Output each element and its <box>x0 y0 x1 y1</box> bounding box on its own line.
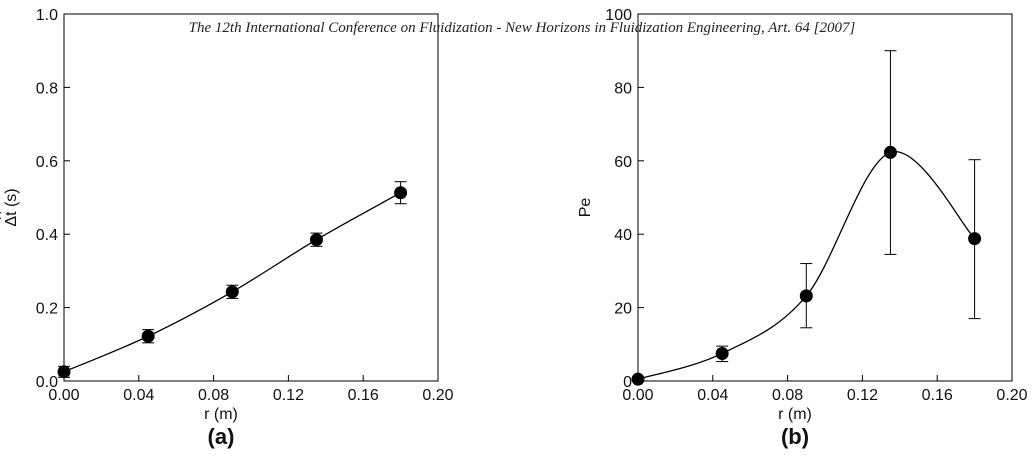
chart0-x-axis-label: r (m) <box>204 406 238 423</box>
chart1-y-axis-label: Pe <box>577 198 594 218</box>
chart0-ytick-label: 0.6 <box>36 154 58 171</box>
chart0-ytick-label: 0.8 <box>36 80 58 97</box>
chart0-y-axis-hat: ^ <box>0 211 10 219</box>
chart1-fit-curve <box>637 151 976 380</box>
chart1-ytick-label: 0 <box>623 374 632 391</box>
chart1-panel-label: (b) <box>781 424 809 449</box>
chart1-data-point <box>631 372 645 386</box>
chart1-xtick-label: 0.20 <box>996 387 1027 404</box>
conference-header: The 12th International Conference on Flu… <box>189 20 856 36</box>
chart0-data-point <box>394 186 408 200</box>
chart0-ytick-label: 0.2 <box>36 301 58 318</box>
chart-panel-b: 0.00 0.04 0.08 0.12 0.16 0.20 0 20 40 60 80 100 r (m… <box>577 7 1028 449</box>
chart0-xtick-label: 0.20 <box>422 387 453 404</box>
chart1-ytick-label: 20 <box>614 301 632 318</box>
chart0-ytick-label: 1.0 <box>36 7 58 24</box>
chart1-xtick-label: 0.00 <box>622 387 653 404</box>
chart1-xtick-label: 0.08 <box>772 387 803 404</box>
chart0-xtick-label: 0.04 <box>123 387 154 404</box>
chart0-panel-label: (a) <box>208 424 235 449</box>
chart0-xtick-label: 0.16 <box>348 387 379 404</box>
chart-panel-a: 0.00 0.04 0.08 0.12 0.16 0.20 0.0 0.2 0.4 0.6 0.8 1… <box>0 7 454 449</box>
chart1-data-point <box>883 145 897 159</box>
chart1-ytick-label: 60 <box>614 154 632 171</box>
chart0-fit-curve <box>63 192 401 373</box>
chart1-data-point <box>715 346 729 360</box>
chart1-xtick-label: 0.16 <box>922 387 953 404</box>
chart0-ytick-label: 0.4 <box>36 227 58 244</box>
chart1-xtick-label: 0.04 <box>697 387 728 404</box>
chart0-xtick-label: 0.12 <box>273 387 304 404</box>
chart1-data-point <box>968 232 982 246</box>
chart0-data-point <box>57 365 71 379</box>
chart0-ytick-label: 0.0 <box>36 374 58 391</box>
chart0-data-point <box>309 233 323 247</box>
chart1-x-axis-label: r (m) <box>778 406 812 423</box>
chart0-plot-frame <box>63 13 439 382</box>
chart0-xtick-label: 0.08 <box>198 387 229 404</box>
chart0-y-axis-label: Δt (s) <box>3 188 20 226</box>
chart1-xtick-label: 0.12 <box>847 387 878 404</box>
chart1-ytick-label: 80 <box>614 80 632 97</box>
chart1-data-point <box>799 289 813 303</box>
chart1-ytick-label: 100 <box>605 7 632 24</box>
chart1-plot-frame <box>637 13 1013 382</box>
chart0-xtick-label: 0.00 <box>48 387 79 404</box>
chart0-data-point <box>225 285 239 299</box>
chart1-ytick-label: 40 <box>614 227 632 244</box>
chart0-data-point <box>141 329 155 343</box>
